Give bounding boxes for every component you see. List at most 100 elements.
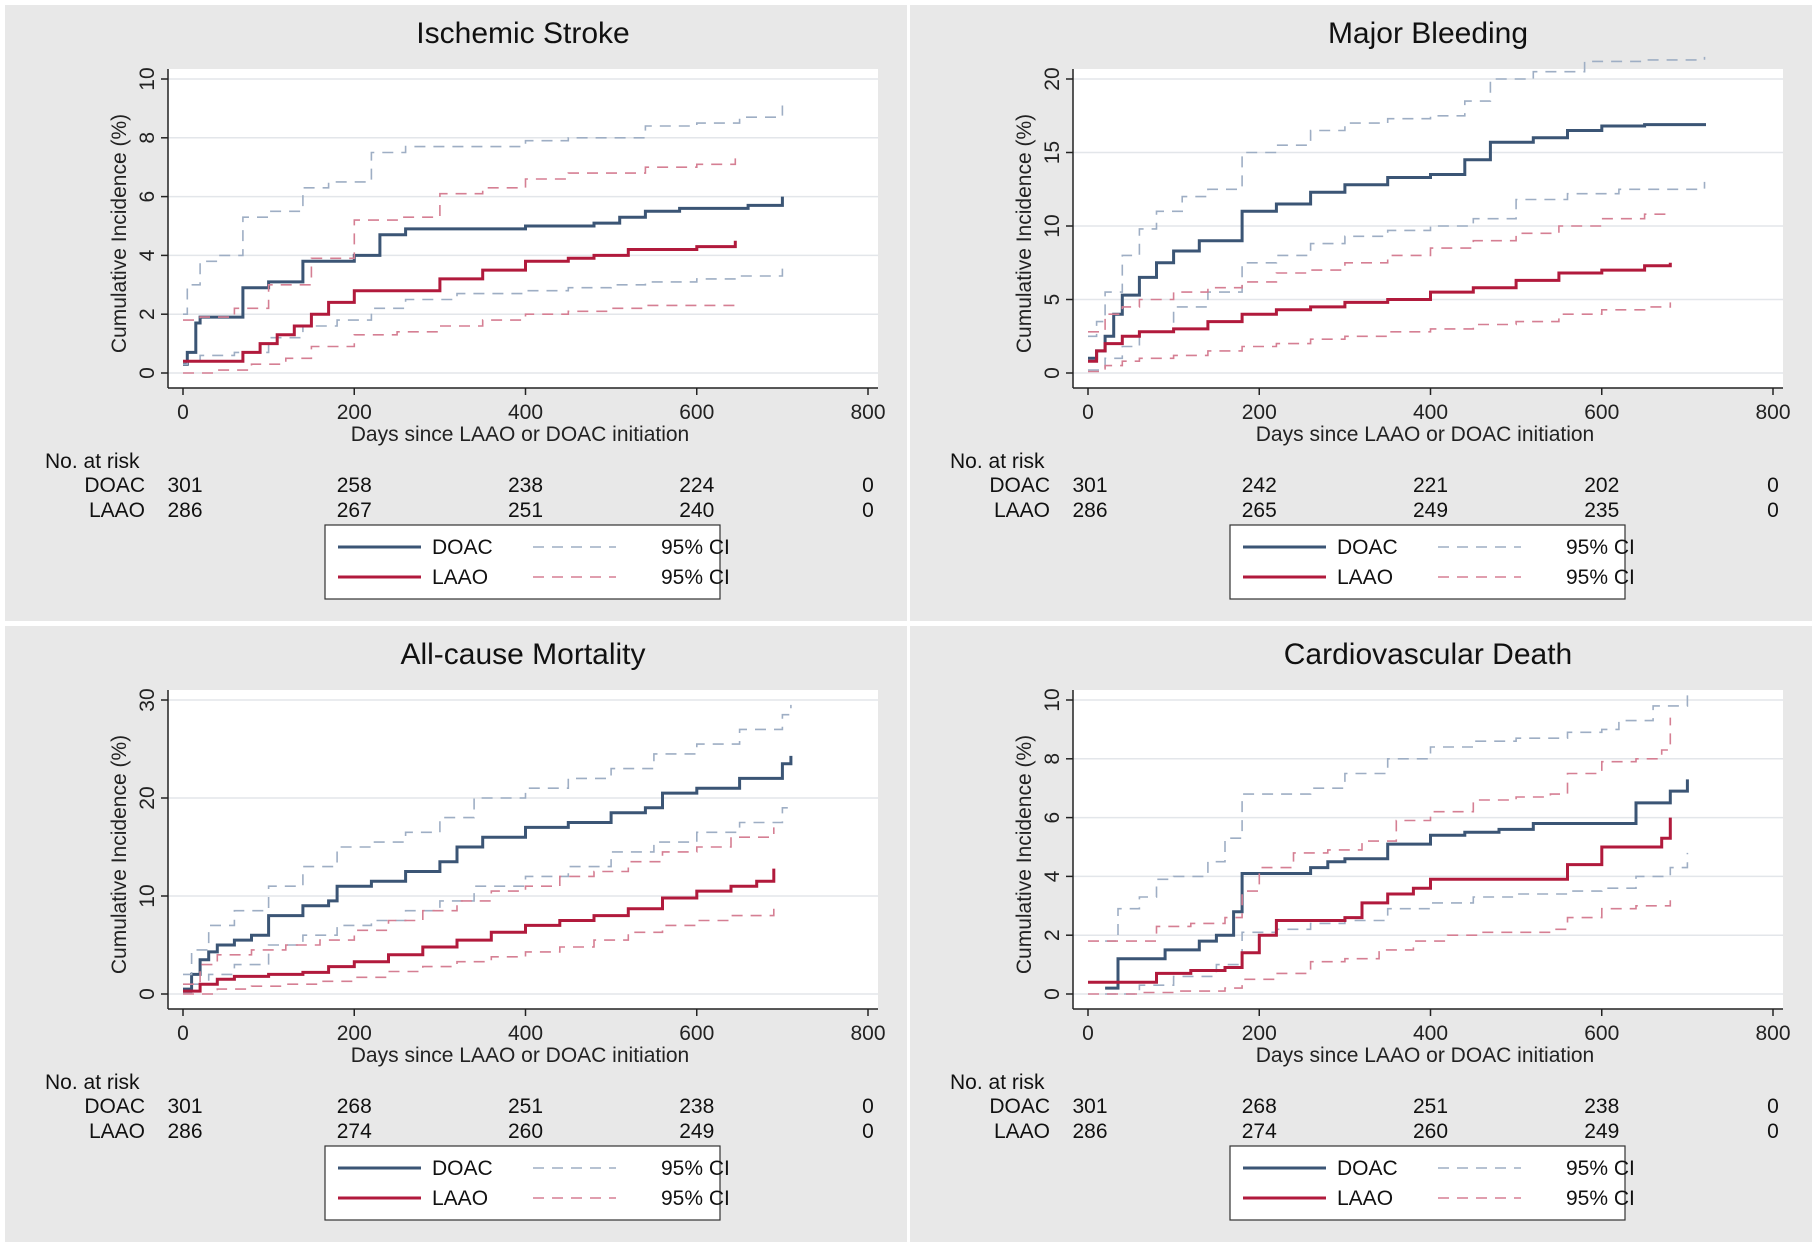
chart-panel-2: Major Bleeding 0 5 10 15 20 0 200 400 600 800 Days …: [910, 5, 1812, 621]
laao-ci-lower: [1088, 302, 1672, 373]
at-risk-value: 251: [508, 1095, 543, 1118]
at-risk-header: No. at risk: [950, 1071, 1045, 1094]
x-tick-label: 200: [337, 1022, 372, 1045]
y-tick-label: 6: [1041, 812, 1064, 824]
y-tick-label: 15: [1041, 141, 1064, 164]
chart-svg: Ischemic Stroke 0 2 4 6 8 10 0 200 400 600 800 Days …: [45, 17, 886, 600]
plot-area: [168, 690, 878, 1009]
at-risk-value: 242: [1242, 474, 1277, 497]
legend-label: DOAC: [432, 1157, 493, 1180]
at-risk-value: 0: [1767, 474, 1779, 497]
doac-ci-lower: [183, 802, 792, 994]
at-risk-value: 301: [167, 474, 202, 497]
at-risk-row-label: DOAC: [989, 474, 1050, 497]
at-risk-row-label: LAAO: [89, 499, 145, 522]
doac-ci-lower: [1105, 852, 1689, 995]
y-tick-label: 0: [1041, 367, 1064, 379]
laao-curve: [183, 240, 737, 363]
y-tick-label: 20: [136, 786, 159, 809]
doac-ci-lower: [1088, 181, 1706, 371]
at-risk-value: 258: [337, 474, 372, 497]
at-risk-value: 238: [679, 1095, 714, 1118]
legend-label: 95% CI: [1566, 1187, 1635, 1210]
y-axis-title: Cumulative Incidence (%): [108, 114, 131, 353]
at-risk-row-label: DOAC: [84, 1095, 145, 1118]
y-tick-label: 10: [1041, 214, 1064, 237]
plot-area: [1073, 69, 1783, 388]
at-risk-value: 224: [679, 474, 714, 497]
doac-ci-upper: [183, 105, 784, 315]
legend-label: 95% CI: [1566, 1157, 1635, 1180]
at-risk-header: No. at risk: [950, 450, 1045, 473]
at-risk-value: 221: [1413, 474, 1448, 497]
y-tick-label: 8: [136, 132, 159, 144]
doac-curve: [1105, 779, 1689, 990]
laao-ci-upper: [1088, 211, 1672, 333]
y-axis-title: Cumulative Incidence (%): [1013, 735, 1036, 974]
legend-label: DOAC: [1337, 1157, 1398, 1180]
at-risk-value: 0: [862, 1120, 874, 1143]
at-risk-value: 238: [508, 474, 543, 497]
doac-curve: [183, 755, 793, 991]
legend-box: [324, 524, 721, 600]
y-tick-label: 10: [136, 67, 159, 90]
x-tick-label: 400: [508, 401, 543, 424]
chart-title: All-cause Mortality: [400, 638, 645, 671]
laao-curve: [1088, 817, 1672, 984]
x-axis-title: Days since LAAO or DOAC initiation: [1256, 423, 1594, 446]
at-risk-value: 0: [1767, 1095, 1779, 1118]
x-tick-label: 0: [1082, 1022, 1094, 1045]
doac-ci-upper: [1088, 56, 1706, 338]
doac-ci-upper: [1105, 688, 1689, 942]
at-risk-header: No. at risk: [45, 450, 140, 473]
at-risk-value: 251: [1413, 1095, 1448, 1118]
y-tick-label: 2: [1041, 929, 1064, 941]
x-tick-label: 800: [850, 401, 885, 424]
y-tick-label: 0: [1041, 988, 1064, 1000]
at-risk-value: 238: [1584, 1095, 1619, 1118]
chart-title: Major Bleeding: [1328, 17, 1528, 50]
x-tick-label: 0: [1082, 401, 1094, 424]
legend-box: [1229, 524, 1626, 600]
doac-ci-lower: [183, 267, 784, 365]
y-tick-label: 30: [136, 688, 159, 711]
x-tick-label: 600: [1584, 401, 1619, 424]
x-axis-title: Days since LAAO or DOAC initiation: [351, 1044, 689, 1067]
at-risk-value: 301: [167, 1095, 202, 1118]
legend-box: [324, 1145, 721, 1221]
at-risk-value: 274: [1242, 1120, 1277, 1143]
legend-label: 95% CI: [1566, 566, 1635, 589]
at-risk-row-label: DOAC: [84, 474, 145, 497]
at-risk-value: 286: [1072, 499, 1107, 522]
at-risk-value: 274: [337, 1120, 372, 1143]
laao-ci-upper: [1088, 717, 1672, 942]
x-axis-title: Days since LAAO or DOAC initiation: [351, 423, 689, 446]
x-tick-label: 600: [679, 1022, 714, 1045]
y-tick-label: 0: [136, 367, 159, 379]
at-risk-value: 249: [1584, 1120, 1619, 1143]
y-tick-label: 5: [1041, 294, 1064, 306]
x-tick-label: 800: [1755, 401, 1790, 424]
x-tick-label: 0: [177, 1022, 189, 1045]
at-risk-value: 260: [508, 1120, 543, 1143]
legend-label: DOAC: [432, 536, 493, 559]
y-tick-label: 6: [136, 191, 159, 203]
x-tick-label: 0: [177, 401, 189, 424]
laao-ci-upper: [183, 827, 775, 985]
at-risk-value: 301: [1072, 474, 1107, 497]
at-risk-row-label: LAAO: [89, 1120, 145, 1143]
x-tick-label: 200: [1242, 401, 1277, 424]
x-tick-label: 600: [1584, 1022, 1619, 1045]
x-tick-label: 200: [337, 401, 372, 424]
at-risk-value: 265: [1242, 499, 1277, 522]
y-tick-label: 2: [136, 308, 159, 320]
legend-label: 95% CI: [661, 566, 730, 589]
at-risk-row-label: LAAO: [994, 1120, 1050, 1143]
at-risk-value: 0: [862, 499, 874, 522]
doac-curve: [1088, 123, 1706, 360]
y-tick-label: 10: [136, 884, 159, 907]
at-risk-header: No. at risk: [45, 1071, 140, 1094]
legend-label: 95% CI: [1566, 536, 1635, 559]
